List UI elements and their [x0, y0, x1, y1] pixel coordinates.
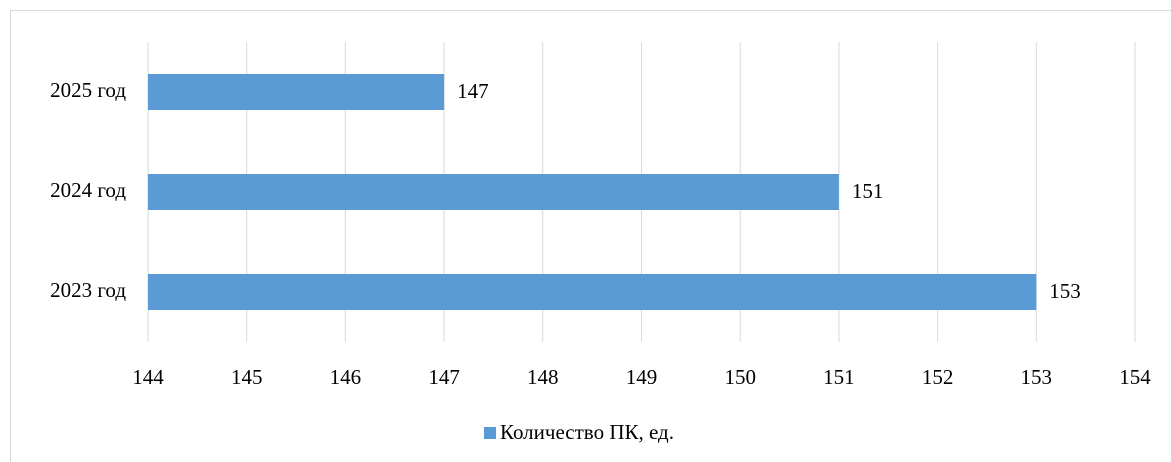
y-tick-label: 2025 год: [50, 78, 126, 102]
y-tick-label: 2023 год: [50, 278, 126, 302]
x-tick-label: 153: [1021, 365, 1053, 389]
y-tick-label: 2024 год: [50, 178, 126, 202]
legend-swatch: [484, 427, 496, 439]
x-tick-label: 150: [724, 365, 756, 389]
x-tick-label: 144: [132, 365, 164, 389]
x-tick-label: 154: [1119, 365, 1151, 389]
bar: [148, 274, 1037, 310]
x-tick-label: 149: [626, 365, 658, 389]
x-tick-label: 146: [330, 365, 362, 389]
x-tick-label: 151: [823, 365, 855, 389]
x-tick-label: 145: [231, 365, 263, 389]
data-label: 147: [457, 79, 489, 103]
data-label: 153: [1049, 279, 1081, 303]
bar: [148, 174, 839, 210]
x-tick-label: 147: [428, 365, 460, 389]
x-tick-label: 152: [922, 365, 954, 389]
x-tick-label: 148: [527, 365, 559, 389]
bar: [148, 74, 445, 110]
data-label: 151: [852, 179, 884, 203]
legend-label: Количество ПК, ед.: [500, 420, 674, 444]
